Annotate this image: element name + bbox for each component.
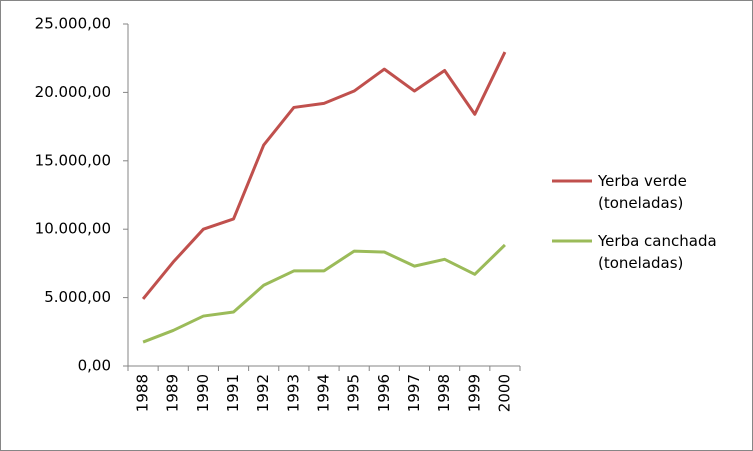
- series-line: [142, 243, 506, 344]
- x-tick-label: 1995: [345, 374, 363, 412]
- x-tick-label: 1993: [284, 374, 302, 412]
- x-tick-label: 2000: [495, 374, 513, 412]
- x-tick-label: 1997: [405, 374, 423, 412]
- x-tick-label: 1990: [194, 374, 212, 412]
- x-tick-label: 1989: [164, 374, 182, 412]
- legend-label: Yerba canchada (toneladas): [598, 232, 717, 272]
- x-tick-label: 1988: [134, 374, 152, 412]
- x-tick-label: 1994: [315, 374, 333, 412]
- legend-label: Yerba verde (toneladas): [598, 172, 687, 212]
- y-tick-label: 15.000,00: [35, 151, 111, 169]
- series-line: [141, 51, 507, 300]
- x-tick-label: 1992: [254, 374, 272, 412]
- y-tick-label: 20.000,00: [35, 83, 111, 101]
- y-tick-label: 10.000,00: [35, 220, 111, 238]
- x-tick-label: 1996: [375, 374, 393, 412]
- x-tick-label: 1998: [435, 374, 453, 412]
- y-tick-label: 5.000,00: [44, 288, 111, 306]
- y-tick-label: 25.000,00: [35, 15, 111, 33]
- x-tick-label: 1991: [224, 374, 242, 412]
- y-tick-label: 0,00: [78, 357, 111, 375]
- x-tick-label: 1999: [465, 374, 483, 412]
